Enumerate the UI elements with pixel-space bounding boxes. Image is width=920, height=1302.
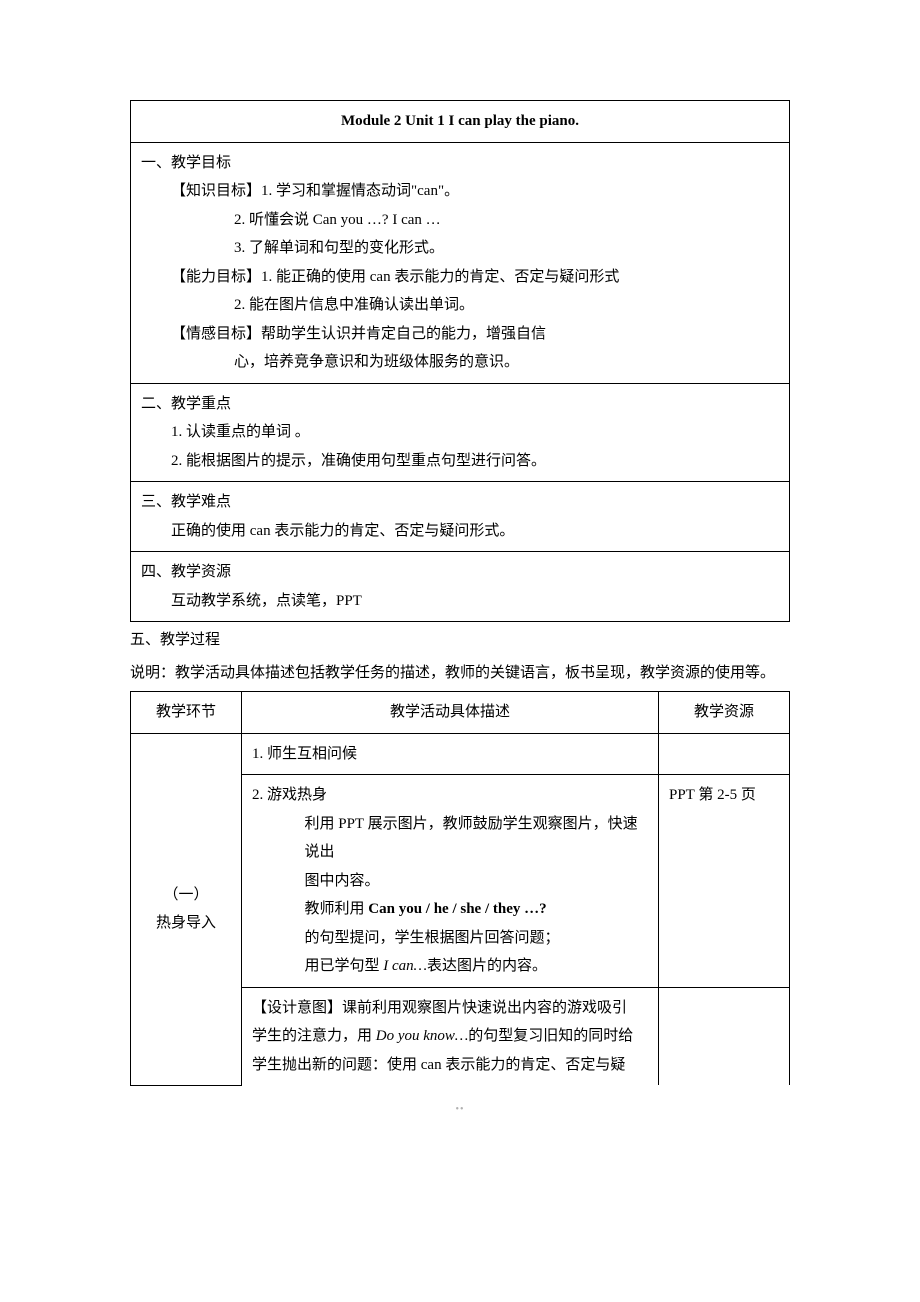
ability-1: 1. 能正确的使用 can 表示能力的肯定、否定与疑问形式 <box>261 269 619 285</box>
activity-5: 的句型提问，学生根据图片回答问题； <box>252 924 648 953</box>
activity-6a: 用已学句型 <box>305 958 384 974</box>
knowledge-1: 1. 学习和掌握情态动词"can"。 <box>261 183 459 199</box>
section-4-cell: 四、教学资源 互动教学系统，点读笔，PPT <box>131 552 790 622</box>
activity-7a: 【设计意图】课前利用观察图片快速说出内容的游戏吸引 <box>252 994 648 1023</box>
ability-2: 2. 能在图片信息中准确认读出单词。 <box>141 291 779 320</box>
knowledge-2: 2. 听懂会说 Can you …? I can … <box>141 206 779 235</box>
resource-cell-3 <box>659 987 790 1085</box>
activity-7-line2: 学生的注意力，用 Do you know…的句型复习旧知的同时给 <box>252 1022 648 1051</box>
activity-7c: Do you know… <box>376 1028 469 1044</box>
emotion-2: 心，培养竞争意识和为班级体服务的意识。 <box>141 348 779 377</box>
section-4-head: 四、教学资源 <box>141 558 779 587</box>
section-2-cell: 二、教学重点 1. 认读重点的单词 。 2. 能根据图片的提示，准确使用句型重点… <box>131 383 790 482</box>
emotion-line-1: 【情感目标】帮助学生认识并肯定自己的能力，增强自信 <box>141 320 779 349</box>
unit-title: Module 2 Unit 1 I can play the piano. <box>341 113 579 129</box>
stage-label-b: 热身导入 <box>141 909 231 938</box>
activity-3a: 利用 PPT 展示图片，教师鼓励学生观察图片，快速说出 <box>252 810 648 867</box>
section-5-note: 说明：教学活动具体描述包括教学任务的描述，教师的关键语言，板书呈现，教学资源的使… <box>130 659 790 688</box>
unit-title-cell: Module 2 Unit 1 I can play the piano. <box>131 101 790 143</box>
emotion-label: 【情感目标】 <box>171 326 261 342</box>
activity-7b: 学生的注意力，用 <box>252 1028 376 1044</box>
activity-cell-2: 2. 游戏热身 利用 PPT 展示图片，教师鼓励学生观察图片，快速说出 图中内容… <box>242 775 659 988</box>
activity-7e: 学生抛出新的问题：使用 can 表示能力的肯定、否定与疑 <box>252 1051 648 1080</box>
activity-6: 用已学句型 I can…表达图片的内容。 <box>252 952 648 981</box>
knowledge-label: 【知识目标】 <box>171 183 261 199</box>
table-header-3: 教学资源 <box>659 692 790 734</box>
table-header-2: 教学活动具体描述 <box>242 692 659 734</box>
knowledge-line-1: 【知识目标】1. 学习和掌握情态动词"can"。 <box>141 177 779 206</box>
activity-4b: Can you / he / she / they …? <box>368 901 546 917</box>
section-2-item-2: 2. 能根据图片的提示，准确使用句型重点句型进行问答。 <box>141 447 779 476</box>
footer-mark: •• <box>130 1100 790 1119</box>
activity-4: 教师利用 Can you / he / she / they …? <box>252 895 648 924</box>
activity-cell-1: 1. 师生互相问候 <box>242 733 659 775</box>
section-1-cell: 一、教学目标 【知识目标】1. 学习和掌握情态动词"can"。 2. 听懂会说 … <box>131 142 790 383</box>
section-2-item-1: 1. 认读重点的单词 。 <box>141 418 779 447</box>
activity-2: 2. 游戏热身 <box>252 781 648 810</box>
section-2-head: 二、教学重点 <box>141 390 779 419</box>
section-3-item-1: 正确的使用 can 表示能力的肯定、否定与疑问形式。 <box>141 517 779 546</box>
lesson-process-table: 教学环节 教学活动具体描述 教学资源 （一） 热身导入 1. 师生互相问候 2.… <box>130 691 790 1086</box>
section-4-item-1: 互动教学系统，点读笔，PPT <box>141 587 779 616</box>
resource-text: PPT 第 2-5 页 <box>669 781 779 810</box>
section-5-head: 五、教学过程 <box>130 626 790 655</box>
activity-4a: 教师利用 <box>305 901 369 917</box>
objectives-table: Module 2 Unit 1 I can play the piano. 一、… <box>130 100 790 622</box>
activity-6b: I can… <box>383 958 427 974</box>
ability-line-1: 【能力目标】1. 能正确的使用 can 表示能力的肯定、否定与疑问形式 <box>141 263 779 292</box>
section-3-cell: 三、教学难点 正确的使用 can 表示能力的肯定、否定与疑问形式。 <box>131 482 790 552</box>
section-3-head: 三、教学难点 <box>141 488 779 517</box>
knowledge-3: 3. 了解单词和句型的变化形式。 <box>141 234 779 263</box>
ability-label: 【能力目标】 <box>171 269 261 285</box>
resource-cell-2: PPT 第 2-5 页 <box>659 775 790 988</box>
table-header-1: 教学环节 <box>131 692 242 734</box>
activity-6c: 表达图片的内容。 <box>427 958 547 974</box>
section-1-head: 一、教学目标 <box>141 149 779 178</box>
activity-3b: 图中内容。 <box>252 867 648 896</box>
activity-cell-3: 【设计意图】课前利用观察图片快速说出内容的游戏吸引 学生的注意力，用 Do yo… <box>242 987 659 1085</box>
resource-cell-1 <box>659 733 790 775</box>
stage-label-cell: （一） 热身导入 <box>131 733 242 1085</box>
activity-1: 1. 师生互相问候 <box>252 740 648 769</box>
emotion-1: 帮助学生认识并肯定自己的能力，增强自信 <box>261 326 546 342</box>
activity-7d: 的句型复习旧知的同时给 <box>468 1028 633 1044</box>
stage-label-a: （一） <box>141 881 231 910</box>
document-page: Module 2 Unit 1 I can play the piano. 一、… <box>0 0 920 1179</box>
